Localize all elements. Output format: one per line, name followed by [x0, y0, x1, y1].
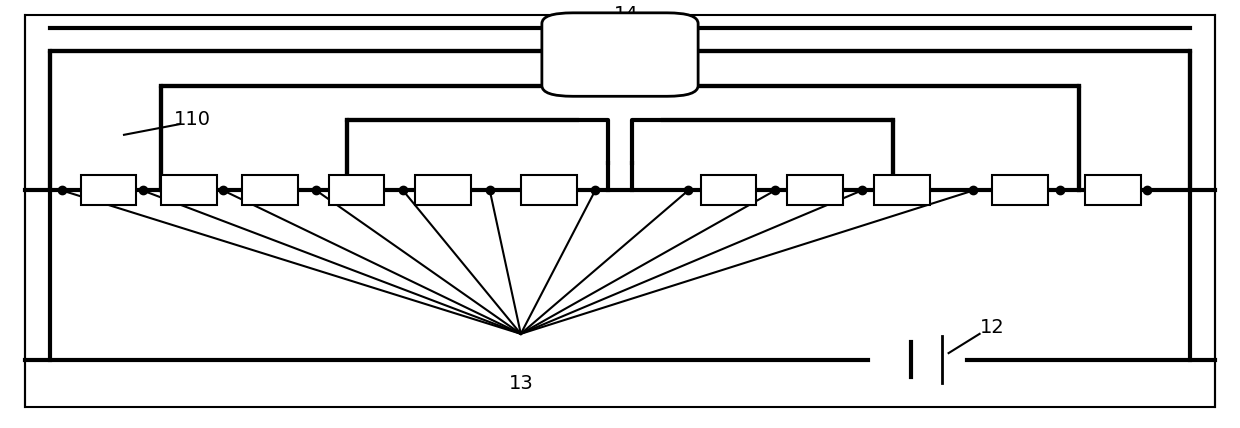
FancyBboxPatch shape [701, 175, 756, 205]
Text: 12: 12 [980, 318, 1004, 337]
FancyBboxPatch shape [1085, 175, 1141, 205]
FancyBboxPatch shape [81, 175, 136, 205]
FancyBboxPatch shape [161, 175, 217, 205]
FancyBboxPatch shape [329, 175, 384, 205]
FancyBboxPatch shape [992, 175, 1048, 205]
FancyBboxPatch shape [521, 175, 577, 205]
Text: 13: 13 [508, 374, 533, 392]
Text: 110: 110 [174, 110, 211, 129]
FancyBboxPatch shape [874, 175, 930, 205]
FancyBboxPatch shape [542, 13, 698, 96]
Text: 14: 14 [614, 6, 639, 24]
FancyBboxPatch shape [415, 175, 471, 205]
FancyBboxPatch shape [242, 175, 298, 205]
FancyBboxPatch shape [787, 175, 843, 205]
